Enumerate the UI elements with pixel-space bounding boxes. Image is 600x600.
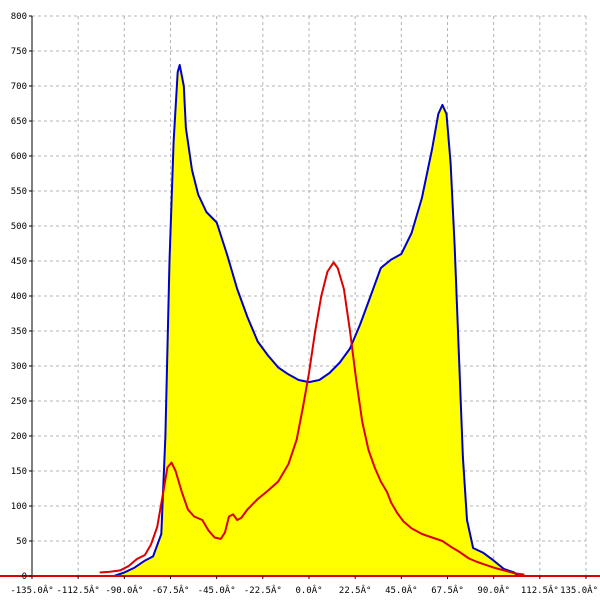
y-tick-label: 200 [11,432,27,442]
y-tick-label: 500 [11,222,27,232]
y-tick-label: 250 [11,397,27,407]
series-2-line [99,261,525,576]
x-tick-label: 135.0Â° [560,584,598,596]
x-tick-label: 45.0Â° [385,584,418,596]
y-tick-label: 400 [11,292,27,302]
y-tick-label: 350 [11,327,27,337]
y-tick-label: 650 [11,117,27,127]
x-tick-label: 112.5Â° [521,584,559,596]
x-tick-label: 90.0Â° [477,584,510,596]
y-tick-label: 800 [11,12,27,22]
x-tick-label: -112.5Â° [56,584,99,596]
x-tick-label: 67.5Â° [431,584,464,596]
series-1-line [113,64,519,577]
tick-labels: 0 50 100 150 200 250 300 350 400 450 500 550 600 650 7… [10,12,598,596]
y-tick-label: 150 [11,467,27,477]
x-tick-label: -67.5Â° [152,584,190,596]
x-tick-label: -22.5Â° [244,584,282,596]
y-tick-label: 300 [11,362,27,372]
series-1-area [114,65,519,576]
series-layer [99,64,525,577]
y-tick-label: 550 [11,187,27,197]
y-tick-label: 450 [11,257,27,267]
x-tick-label: -45.0Â° [198,584,236,596]
axes [0,15,600,579]
y-tick-label: 50 [16,537,27,547]
x-tick-label: 22.5Â° [339,584,372,596]
y-tick-label: 750 [11,47,27,57]
x-tick-label: -135.0Â° [10,584,53,596]
x-tick-label: 0.0Â° [295,584,322,596]
y-tick-label: 0 [22,572,27,582]
y-tick-label: 700 [11,82,27,92]
x-tick-label: -90.0Â° [105,584,143,596]
y-tick-label: 100 [11,502,27,512]
y-tick-label: 600 [11,152,27,162]
